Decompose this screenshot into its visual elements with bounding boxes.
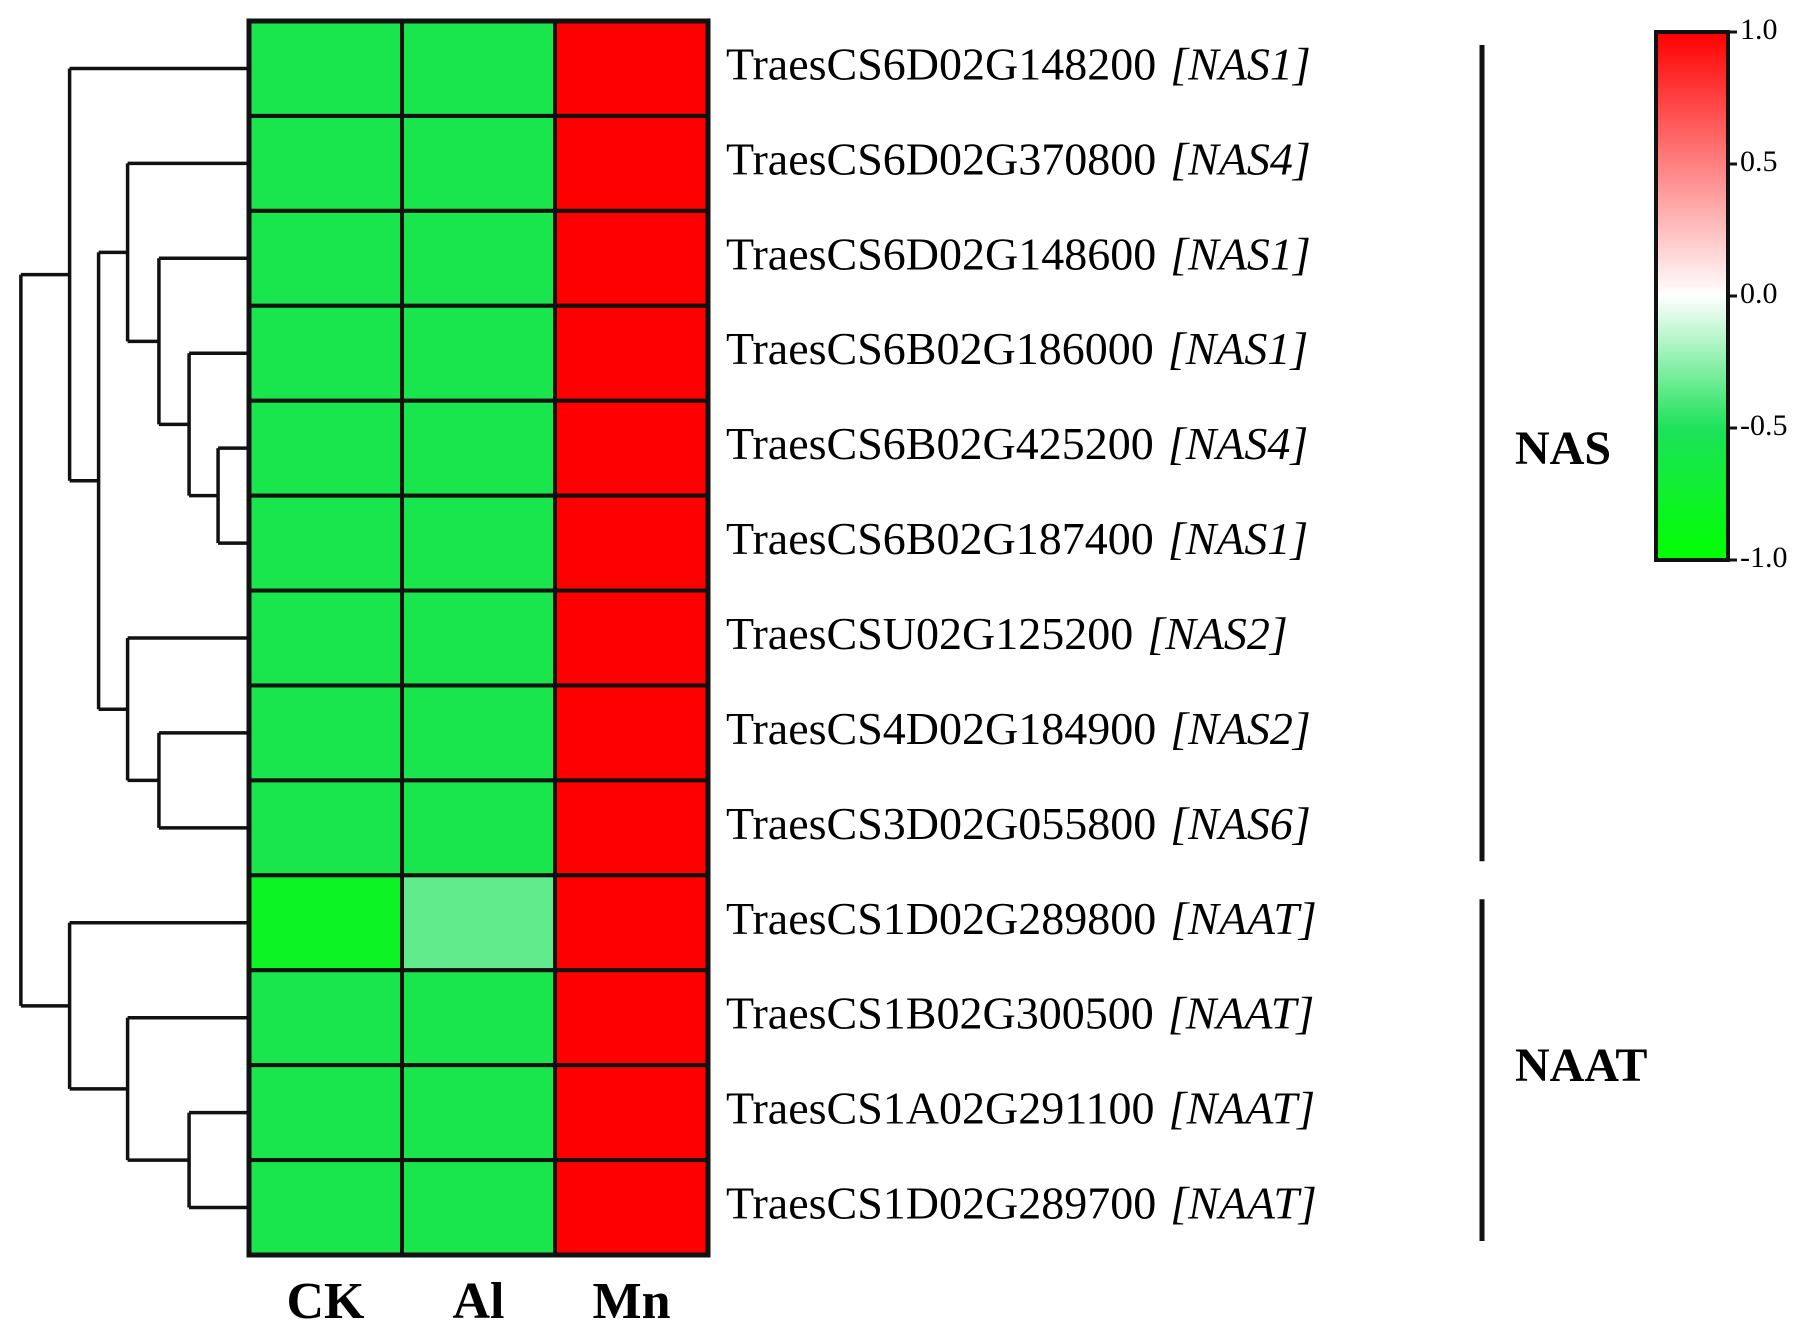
gene-name: [NAS4] <box>1168 418 1309 469</box>
heatmap-cell <box>553 1158 710 1257</box>
heatmap-cell <box>247 303 404 403</box>
row-label: TraesCSU02G125200 [NAS2] <box>726 608 1288 659</box>
gene-name: [NAS1] <box>1168 513 1309 564</box>
heatmap-cell <box>247 113 404 213</box>
heatmap-cell <box>400 19 557 118</box>
heatmap-cell <box>247 588 404 688</box>
heatmap-cell <box>553 1063 710 1163</box>
heatmap-cell <box>247 968 404 1068</box>
column-label: Mn <box>593 1273 671 1330</box>
group-label: NAS <box>1515 422 1611 475</box>
gene-id: TraesCS4D02G184900 <box>726 702 1156 753</box>
row-label: TraesCS1D02G289800 [NAAT] <box>726 892 1317 943</box>
heatmap-cell <box>553 493 710 593</box>
gene-id: TraesCS6B02G425200 <box>726 418 1154 469</box>
gene-name: [NAAT] <box>1168 987 1315 1038</box>
heatmap-cell <box>553 398 710 498</box>
row-label: TraesCS1D02G289700 [NAAT] <box>726 1177 1317 1228</box>
gene-name: [NAS6] <box>1170 797 1311 848</box>
group-label: NAAT <box>1515 1039 1647 1092</box>
gene-id: TraesCS6D02G148600 <box>726 228 1156 279</box>
gene-name: [NAS1] <box>1170 228 1311 279</box>
heatmap-cell <box>400 398 557 498</box>
heatmap-cell <box>553 968 710 1068</box>
heatmap-cell <box>247 683 404 783</box>
heatmap-cell <box>247 1063 404 1163</box>
gene-id: TraesCSU02G125200 <box>726 608 1133 659</box>
heatmap-cell <box>247 493 404 593</box>
gene-name: [NAAT] <box>1170 892 1317 943</box>
heatmap-cell <box>400 873 557 973</box>
heatmap-cell <box>553 208 710 308</box>
row-label: TraesCS6B02G187400 [NAS1] <box>726 513 1308 564</box>
gene-name: [NAS2] <box>1170 702 1311 753</box>
gene-name: [NAS1] <box>1170 38 1311 89</box>
heatmap-cell <box>400 1158 557 1257</box>
heatmap-cell <box>553 683 710 783</box>
heatmap-cell <box>247 873 404 973</box>
heatmap-cell <box>400 493 557 593</box>
gene-id: TraesCS6D02G148200 <box>726 38 1156 89</box>
heatmap-cell <box>247 398 404 498</box>
colorbar-tick-label: 0.5 <box>1740 145 1778 178</box>
column-label: CK <box>287 1273 366 1330</box>
row-label: TraesCS1B02G300500 [NAAT] <box>726 987 1314 1038</box>
heatmap-cell <box>553 778 710 878</box>
gene-name: [NAAT] <box>1170 1177 1317 1228</box>
gene-id: TraesCS3D02G055800 <box>726 797 1156 848</box>
gene-id: TraesCS1D02G289800 <box>726 892 1156 943</box>
colorbar-tick-label: 1.0 <box>1740 13 1778 46</box>
heatmap-cell <box>247 208 404 308</box>
row-label: TraesCS3D02G055800 [NAS6] <box>726 797 1311 848</box>
gene-id: TraesCS6D02G370800 <box>726 133 1156 184</box>
heatmap-cell <box>247 1158 404 1257</box>
heatmap-cell <box>553 588 710 688</box>
heatmap-cell <box>553 19 710 118</box>
gene-id: TraesCS6B02G187400 <box>726 513 1154 564</box>
heatmap-cell <box>553 873 710 973</box>
heatmap-cell <box>400 1063 557 1163</box>
colorbar-tick-label: -0.5 <box>1740 409 1788 442</box>
gene-name: [NAS1] <box>1168 323 1309 374</box>
heatmap-cell <box>400 968 557 1068</box>
heatmap-cell <box>400 303 557 403</box>
heatmap-cell <box>247 778 404 878</box>
heatmap-cell <box>553 303 710 403</box>
heatmap-cell <box>247 19 404 118</box>
row-label: TraesCS6D02G370800 [NAS4] <box>726 133 1311 184</box>
gene-id: TraesCS6B02G186000 <box>726 323 1154 374</box>
heatmap-cell <box>400 778 557 878</box>
gene-id: TraesCS1D02G289700 <box>726 1177 1156 1228</box>
gene-id: TraesCS1B02G300500 <box>726 987 1154 1038</box>
heatmap-cell <box>400 588 557 688</box>
heatmap-cell <box>553 113 710 213</box>
column-label: Al <box>453 1273 505 1330</box>
colorbar <box>1654 30 1730 562</box>
row-label: TraesCS6B02G425200 [NAS4] <box>726 418 1308 469</box>
row-label: TraesCS4D02G184900 [NAS2] <box>726 702 1311 753</box>
row-label: TraesCS6D02G148600 [NAS1] <box>726 228 1311 279</box>
heatmap-cell <box>400 208 557 308</box>
row-label: TraesCS6B02G186000 [NAS1] <box>726 323 1308 374</box>
gene-id: TraesCS1A02G291100 <box>726 1082 1155 1133</box>
colorbar-tick-label: -1.0 <box>1740 541 1788 574</box>
gene-name: [NAS2] <box>1147 608 1288 659</box>
row-label: TraesCS6D02G148200 [NAS1] <box>726 38 1311 89</box>
colorbar-tick-label: 0.0 <box>1740 277 1778 310</box>
gene-name: [NAAT] <box>1169 1082 1316 1133</box>
row-label: TraesCS1A02G291100 [NAAT] <box>726 1082 1315 1133</box>
heatmap-cell <box>400 113 557 213</box>
heatmap-cell <box>400 683 557 783</box>
gene-name: [NAS4] <box>1170 133 1311 184</box>
